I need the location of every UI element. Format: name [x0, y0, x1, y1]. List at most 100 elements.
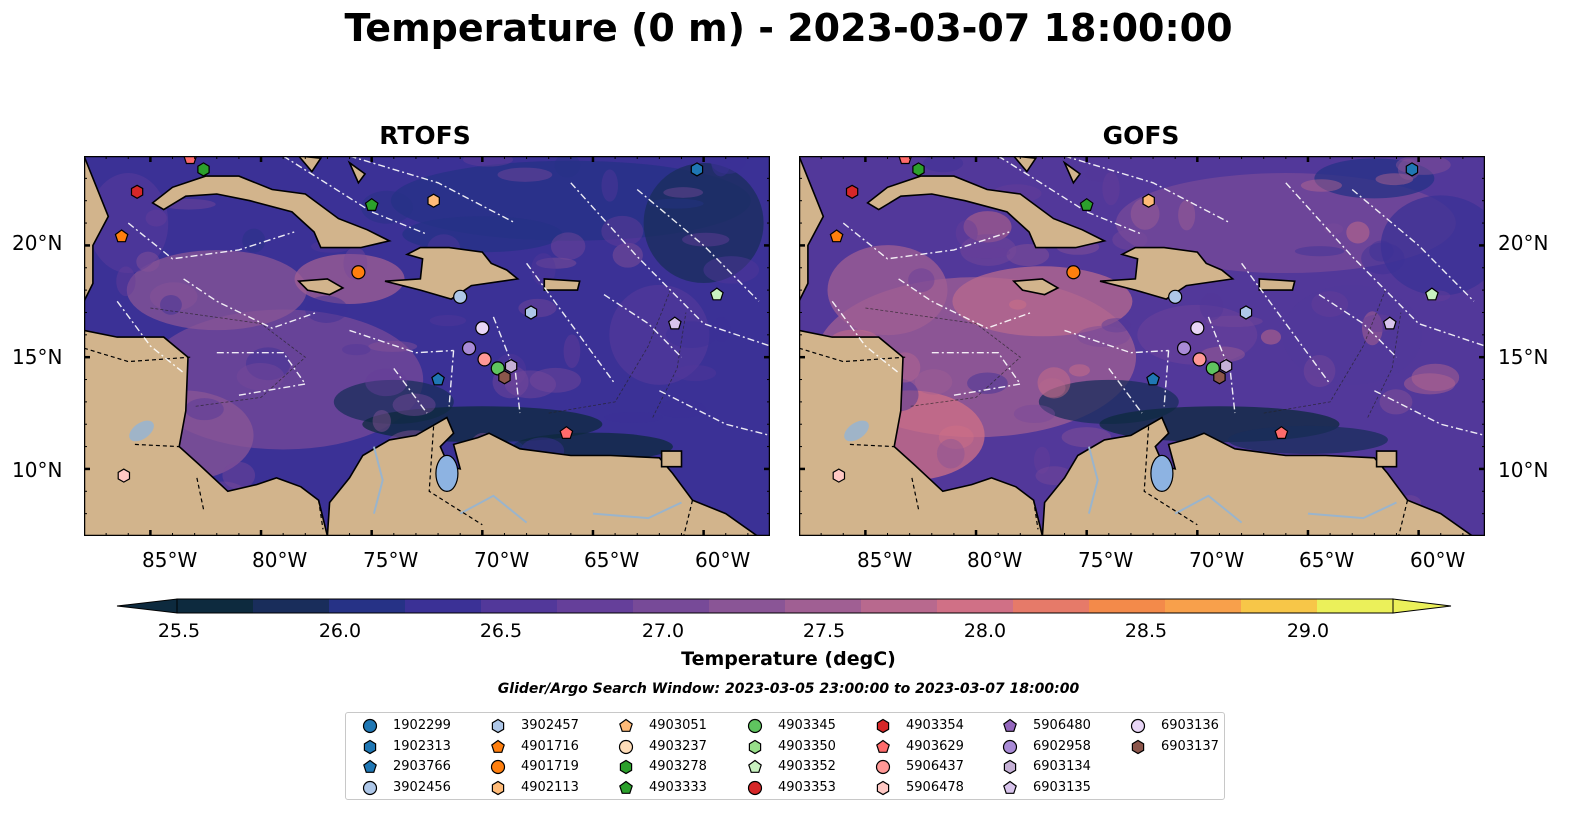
- float-marker-4903345: [490, 361, 505, 376]
- temperature-contour: [1033, 446, 1051, 474]
- temperature-contour: [1084, 167, 1120, 182]
- eez-boundary: [1064, 329, 1169, 354]
- lat-label-left: 15°N: [12, 345, 63, 369]
- legend-item: 4903354: [874, 716, 999, 736]
- temperature-contour: [1375, 173, 1414, 186]
- temperature-contour: [1282, 284, 1423, 385]
- eez-boundary: [1064, 156, 1231, 224]
- eez-boundary: [526, 262, 616, 385]
- legend-item: 4903353: [746, 778, 871, 798]
- float-marker-4903354: [845, 184, 859, 199]
- river: [592, 501, 682, 520]
- lon-label-right: 60°W: [1410, 548, 1466, 572]
- eez-boundary: [216, 351, 307, 396]
- bathymetry-contour: [1367, 312, 1402, 418]
- figure-title: Temperature (0 m) - 2023-03-07 18:00:00: [344, 6, 1233, 50]
- float-marker-4903629: [183, 156, 198, 165]
- legend-marker-hexagon: [1131, 739, 1145, 755]
- legend-label: 4903354: [906, 718, 964, 733]
- legend-item: 6903136: [1129, 716, 1254, 736]
- temperature-contour: [936, 438, 965, 469]
- float-marker-5906478: [832, 468, 846, 483]
- legend-label: 6903137: [1161, 739, 1219, 754]
- land-bahamas2: [347, 160, 367, 185]
- river: [372, 446, 384, 514]
- temperature-contour: [497, 167, 553, 182]
- temperature-contour: [682, 232, 730, 247]
- river: [1174, 494, 1243, 524]
- river: [1307, 501, 1397, 520]
- legend-marker-pentagon: [748, 759, 762, 773]
- temperature-contour: [361, 190, 413, 224]
- temperature-contour: [185, 398, 224, 421]
- bathymetry-contour: [1263, 289, 1386, 414]
- temperature-contour: [663, 187, 704, 198]
- float-legend: 1902299 1902313 2903766 3902456 3902457 49017…: [345, 712, 1225, 800]
- eez-boundary: [997, 156, 1143, 235]
- legend-marker-pentagon: [876, 739, 890, 753]
- temperature-contour: [529, 367, 582, 393]
- temperature-contour: [402, 216, 563, 253]
- legend-item: 4903345: [746, 716, 871, 736]
- eez-boundary: [842, 222, 1010, 260]
- legend-marker-hexagon: [748, 739, 762, 755]
- eez-boundary: [1351, 188, 1475, 302]
- lake-nicaragua: [844, 420, 869, 442]
- map-frame: [799, 156, 1485, 536]
- float-marker-4903629: [1274, 425, 1289, 439]
- lat-label-right: 15°N: [1498, 345, 1549, 369]
- land-mesoamerica: [799, 156, 1044, 536]
- temperature-contour: [612, 242, 643, 268]
- lon-label-right: 85°W: [857, 548, 913, 572]
- eez-boundary: [183, 278, 317, 329]
- legend-item: 4903333: [617, 778, 742, 798]
- map-panel-gofs[interactable]: [799, 156, 1485, 536]
- temperature-contour: [938, 425, 974, 449]
- temperature-contour: [960, 234, 1017, 266]
- temperature-contour: [1006, 244, 1050, 267]
- temperature-contour: [711, 156, 731, 177]
- temperature-contour: [1300, 179, 1343, 192]
- eez-boundary: [1108, 367, 1143, 414]
- legend-label: 1902313: [393, 739, 451, 754]
- temperature-contour: [710, 156, 746, 174]
- lon-label-right: 65°W: [1299, 548, 1355, 572]
- legend-label: 4903352: [778, 759, 836, 774]
- float-marker-6903134: [1219, 358, 1233, 374]
- colorbar-segment: [861, 599, 938, 613]
- temperature-contour: [88, 173, 169, 274]
- temperature-contour: [1061, 427, 1112, 448]
- temperature-contour: [341, 343, 371, 356]
- panel-title-gofs: GOFS: [1102, 121, 1180, 150]
- lon-label-left: 70°W: [474, 548, 530, 572]
- legend-item: 6902958: [1001, 737, 1126, 757]
- eez-boundary: [1285, 182, 1485, 347]
- legend-item: 1902299: [361, 716, 486, 736]
- panel-title-rtofs: RTOFS: [379, 121, 471, 150]
- colorbar-segment: [785, 599, 862, 613]
- colorbar-tick-label: 27.5: [802, 620, 846, 642]
- colorbar-tick-label: 26.5: [479, 620, 523, 642]
- eez-boundary: [1163, 350, 1170, 407]
- temperature-contour: [961, 246, 1011, 259]
- legend-marker-circle: [747, 780, 763, 796]
- colorbar-extend-low: [116, 598, 178, 614]
- float-marker-6902958: [461, 341, 477, 356]
- temperature-contour: [1303, 354, 1336, 388]
- temperature-contour: [1013, 404, 1056, 424]
- legend-label: 4903333: [649, 780, 707, 795]
- legend-label: 6903135: [1033, 780, 1091, 795]
- float-marker-6903135: [667, 316, 682, 330]
- temperature-contour: [923, 156, 964, 173]
- legend-label: 5906480: [1033, 718, 1091, 733]
- legend-marker-pentagon: [491, 739, 505, 753]
- temperature-contour: [1260, 329, 1282, 345]
- legend-item: 4903237: [617, 737, 742, 757]
- legend-item: 4903629: [874, 737, 999, 757]
- map-panel-rtofs[interactable]: [84, 156, 770, 536]
- colorbar-segment: [937, 599, 1014, 613]
- colorbar-segment: [253, 599, 330, 613]
- legend-item: 4901719: [489, 757, 614, 777]
- legend-label: 4903237: [649, 739, 707, 754]
- eez-boundary: [831, 300, 900, 374]
